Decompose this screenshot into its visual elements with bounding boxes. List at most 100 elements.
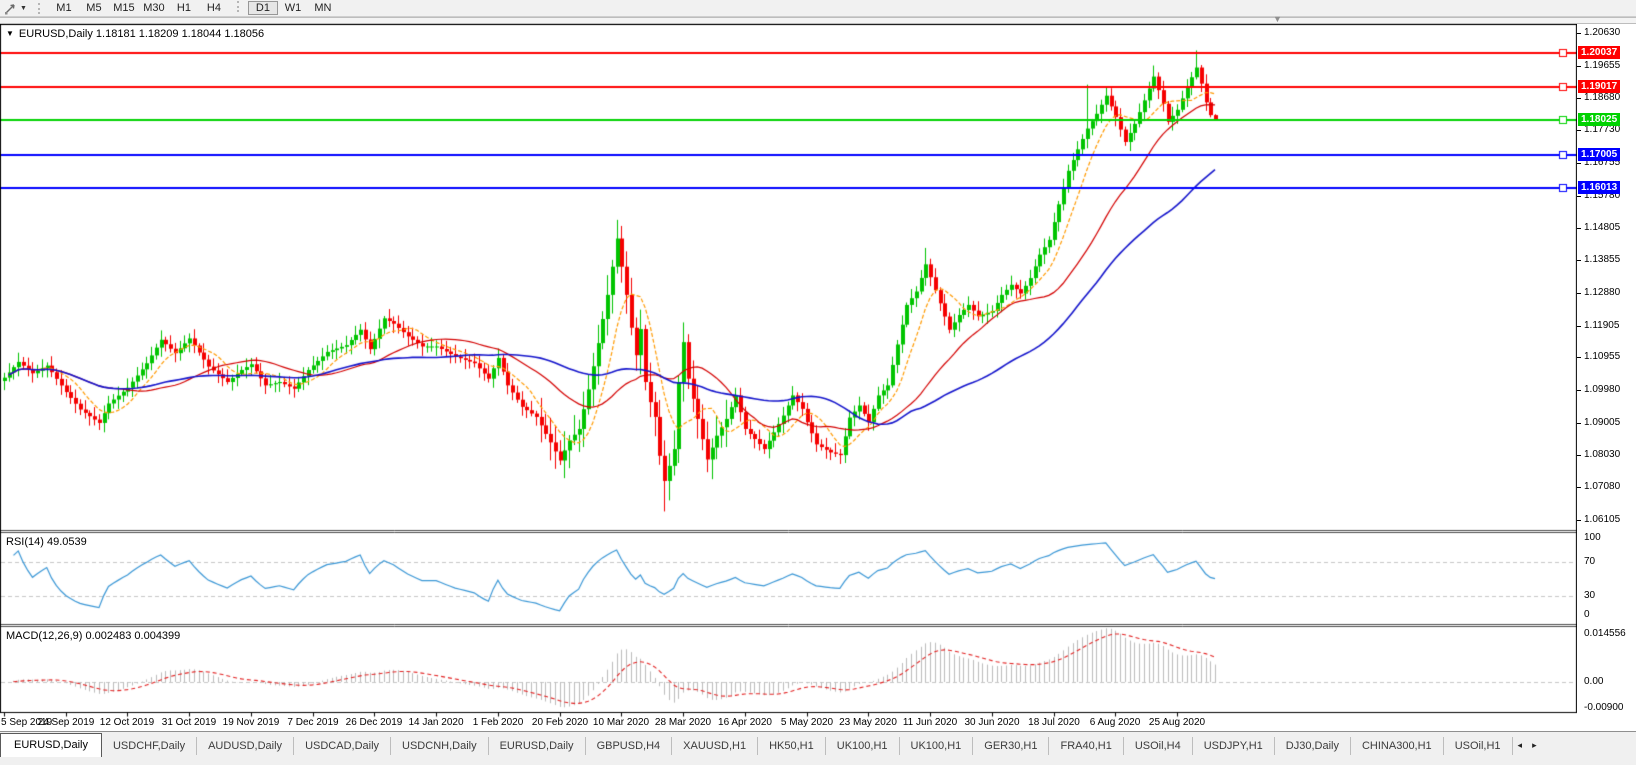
chart-hscrollbar[interactable]: ▼ [0, 14, 1636, 24]
tab-scroll-left-icon[interactable]: ◂ [1517, 740, 1523, 750]
price-tick-label: 1.18680 [1584, 92, 1621, 103]
rsi-tick-label: 30 [1584, 590, 1596, 601]
macd-tick-label: -0.00900 [1584, 702, 1624, 713]
toolbar-grip [236, 1, 242, 12]
chart-tab-1-usdchf-daily[interactable]: USDCHF,Daily [102, 737, 198, 755]
chart-tab-14-usdjpy-h1[interactable]: USDJPY,H1 [1193, 737, 1275, 755]
price-tick-label: 1.13855 [1584, 254, 1621, 265]
macd-tick-label: 0.014556 [1584, 628, 1626, 639]
hline-price-tag[interactable]: 1.16013 [1578, 181, 1621, 194]
chart-tab-5-eurusd-daily[interactable]: EURUSD,Daily [489, 737, 586, 755]
timeframe-button-d1[interactable]: D1 [247, 1, 278, 15]
chart-tab-11-ger30-h1[interactable]: GER30,H1 [973, 737, 1050, 755]
timeframe-button-m1[interactable]: M1 [56, 2, 72, 14]
price-tick-label: 1.20630 [1584, 27, 1621, 38]
rsi-tick-label: 0 [1584, 609, 1590, 620]
price-tick-mark [1577, 98, 1581, 99]
date-tick-label: 14 Jan 2020 [408, 717, 464, 728]
chart-tab-10-uk100-h1[interactable]: UK100,H1 [900, 737, 974, 755]
chart-tab-0-eurusd-daily[interactable]: EURUSD,Daily [0, 733, 102, 757]
tab-scroll-right-icon[interactable]: ▸ [1532, 740, 1537, 750]
date-tick-label: 7 Dec 2019 [287, 717, 339, 728]
date-tick-label: 23 May 2020 [839, 717, 897, 728]
price-tick-mark [1577, 326, 1581, 327]
chart-tab-9-uk100-h1[interactable]: UK100,H1 [826, 737, 900, 755]
timeframe-button-h1[interactable]: H1 [176, 2, 191, 14]
chart-tab-16-china300-h1[interactable]: CHINA300,H1 [1351, 737, 1444, 755]
hline-price-tag[interactable]: 1.19017 [1578, 80, 1621, 93]
price-axis[interactable]: 1.20630 1.19655 1.18680 1.17730 1.16755 1.157… [1577, 24, 1636, 731]
hscroll-thumb-icon[interactable]: ▼ [1273, 14, 1282, 24]
price-tick-mark [1577, 228, 1581, 229]
timeframe-button-mn[interactable]: MN [314, 2, 332, 14]
chart-tab-2-audusd-daily[interactable]: AUDUSD,Daily [197, 737, 295, 755]
price-tick-label: 1.19655 [1584, 60, 1621, 71]
price-tick-label: 1.17730 [1584, 124, 1621, 135]
chevron-down-icon: ▼ [20, 4, 27, 12]
date-tick-label: 25 Aug 2020 [1148, 717, 1206, 728]
date-tick-label: 31 Oct 2019 [161, 717, 217, 728]
chart-title: ▼ EURUSD,Daily 1.18181 1.18209 1.18044 1.… [6, 28, 264, 40]
timeframe-button-w1[interactable]: W1 [284, 2, 302, 14]
timeframe-buttons: M1 M5 M15 M30 H1 H4 D1 W1 MN [49, 1, 338, 15]
chart-tab-3-usdcad-daily[interactable]: USDCAD,Daily [294, 737, 392, 755]
date-tick-label: 26 Dec 2019 [345, 717, 403, 728]
cursor-arrow-icon [5, 3, 15, 14]
price-tick-mark [1577, 487, 1581, 488]
date-tick-label: 12 Oct 2019 [99, 717, 155, 728]
chart-tab-6-gbpusd-h4[interactable]: GBPUSD,H4 [586, 737, 673, 755]
date-tick-label: 20 Feb 2020 [531, 717, 589, 728]
chart-tab-15-dj30-daily[interactable]: DJ30,Daily [1275, 737, 1351, 755]
price-tick-label: 1.09980 [1584, 384, 1621, 395]
cursor-tool-button[interactable]: ▼ [0, 2, 30, 15]
date-tick-label: 16 Apr 2020 [718, 717, 772, 728]
date-tick-label: 19 Nov 2019 [222, 717, 280, 728]
chart-canvas[interactable] [0, 24, 1577, 731]
date-tick-label: 30 Jun 2020 [964, 717, 1020, 728]
chart-tab-17-usoil-h1[interactable]: USOil,H1 [1444, 737, 1513, 755]
time-axis[interactable]: 5 Sep 2019 24 Sep 2019 12 Oct 2019 31 Oct 2… [0, 714, 1577, 731]
chart-tab-8-hk50-h1[interactable]: HK50,H1 [758, 737, 826, 755]
symbol-dropdown-icon[interactable]: ▼ [6, 29, 14, 38]
rsi-tick-label: 70 [1584, 556, 1596, 567]
timeframe-button-m30[interactable]: M30 [143, 2, 165, 14]
price-tick-label: 1.12880 [1584, 287, 1621, 298]
price-tick-label: 1.14805 [1584, 222, 1621, 233]
price-tick-mark [1577, 66, 1581, 67]
date-tick-label: 5 May 2020 [780, 717, 834, 728]
price-tick-label: 1.08030 [1584, 449, 1621, 460]
rsi-tick-label: 100 [1584, 532, 1601, 543]
date-tick-label: 24 Sep 2019 [37, 717, 95, 728]
date-tick-label: 6 Aug 2020 [1089, 717, 1141, 728]
timeframe-button-m15[interactable]: M15 [113, 2, 135, 14]
price-tick-label: 1.15780 [1584, 190, 1621, 201]
price-tick-mark [1577, 455, 1581, 456]
date-tick-label: 11 Jun 2020 [902, 717, 958, 728]
chart-title-text: EURUSD,Daily 1.18181 1.18209 1.18044 1.1… [18, 28, 265, 40]
chart-window: ▼ EURUSD,Daily 1.18181 1.18209 1.18044 1.… [0, 24, 1636, 731]
chart-tab-13-usoil-h4[interactable]: USOil,H4 [1124, 737, 1193, 755]
price-tick-mark [1577, 423, 1581, 424]
price-tick-label: 1.16755 [1584, 157, 1621, 168]
hline-price-tag[interactable]: 1.20037 [1578, 46, 1621, 59]
chart-tab-12-fra40-h1[interactable]: FRA40,H1 [1049, 737, 1124, 755]
hline-price-tag[interactable]: 1.17005 [1578, 148, 1621, 161]
date-tick-label: 5 Sep 2019 [1, 717, 53, 728]
date-tick-label: 18 Jul 2020 [1028, 717, 1080, 728]
price-tick-mark [1577, 293, 1581, 294]
timeframe-button-h4[interactable]: H4 [206, 2, 221, 14]
chart-tab-4-usdcnh-daily[interactable]: USDCNH,Daily [391, 737, 489, 755]
macd-tick-label: 0.00 [1584, 676, 1604, 687]
date-tick-label: 1 Feb 2020 [472, 717, 524, 728]
hline-price-tag[interactable]: 1.18025 [1578, 113, 1621, 126]
price-tick-mark [1577, 357, 1581, 358]
timeframe-button-m5[interactable]: M5 [86, 2, 102, 14]
price-tick-label: 1.10955 [1584, 351, 1621, 362]
price-tick-mark [1577, 130, 1581, 131]
chart-tab-7-xauusd-h1[interactable]: XAUUSD,H1 [672, 737, 759, 755]
price-tick-label: 1.06105 [1584, 514, 1621, 525]
price-tick-mark [1577, 520, 1581, 521]
price-tick-mark [1577, 196, 1581, 197]
price-tick-label: 1.09005 [1584, 417, 1621, 428]
date-tick-label: 28 Mar 2020 [654, 717, 712, 728]
